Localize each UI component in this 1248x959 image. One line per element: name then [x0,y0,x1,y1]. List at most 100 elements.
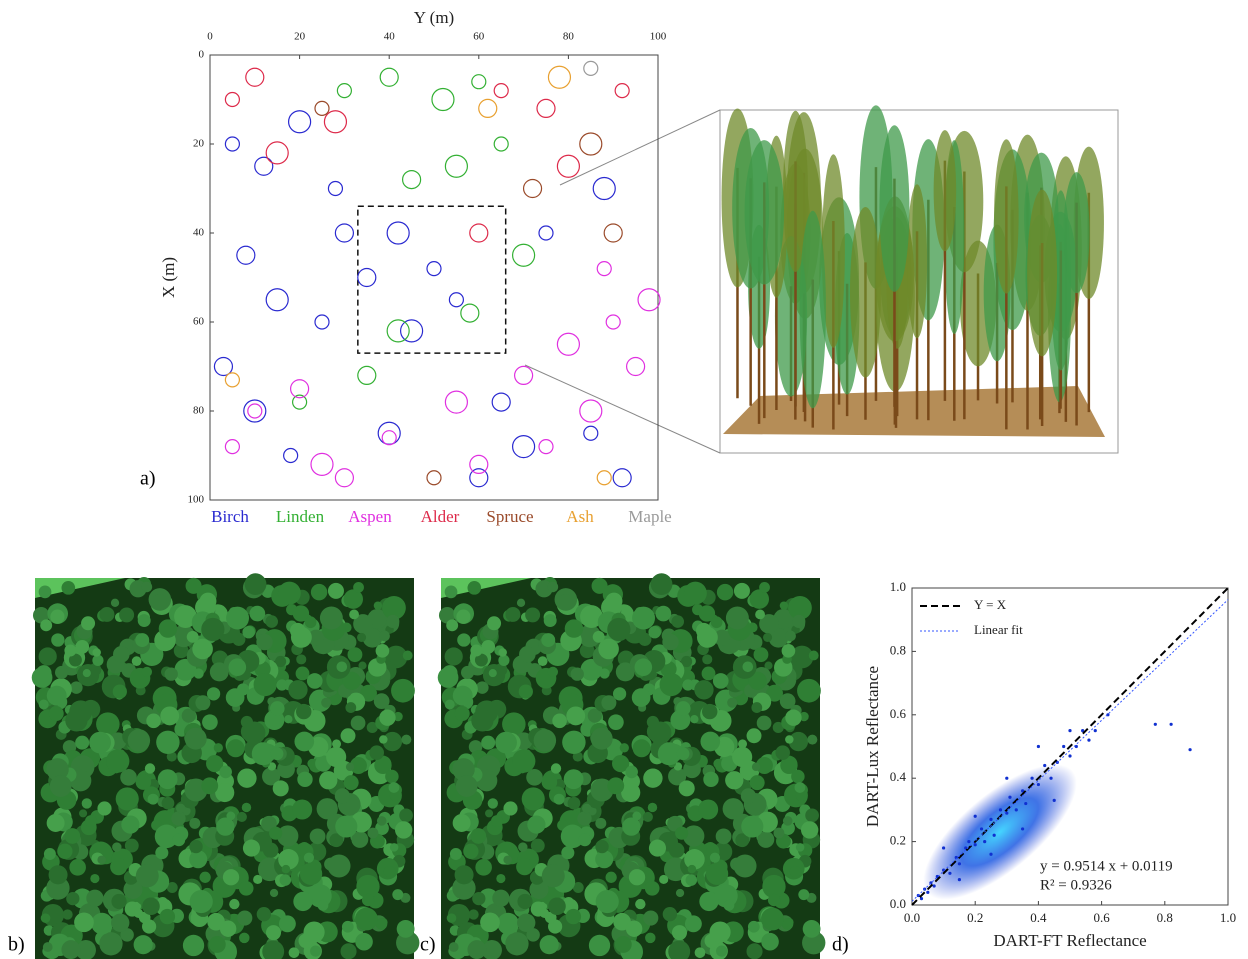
tree-crown [788,731,809,752]
tree-crown [625,765,638,779]
x-tick-label: 0.2 [967,910,983,925]
point [1043,763,1047,768]
tree-crown [505,932,529,956]
tree-crown [111,913,130,932]
point [973,843,977,847]
tree-crown [375,918,388,930]
tree-crown [319,771,338,790]
tree-crown [470,828,487,844]
tree-crown [91,912,113,935]
tree-stem [290,379,310,399]
tree-stem [579,399,603,423]
tree-crown [115,787,139,811]
point [1081,729,1085,733]
tree-crown [619,743,629,753]
tree-crown [487,616,502,631]
tree-crown [694,947,706,958]
tree-crown [379,630,390,642]
tree-crown [437,667,459,688]
tree-stem [579,132,603,156]
tree-stem [431,87,455,112]
tree-crown [764,661,773,670]
tree-crown [802,919,821,938]
tree-crown [781,918,794,930]
point [957,878,962,882]
tree-crown [343,589,364,609]
tree-crown [668,767,687,786]
tree-crown [141,581,153,593]
tree-crown [355,932,373,951]
tree-crown [68,653,82,667]
point [919,897,924,901]
point [1153,722,1157,726]
tree-crown [773,827,785,839]
tree-crown [375,644,390,658]
tree-crown [581,803,592,814]
tree-crown [332,739,342,749]
tree-crown [374,756,392,775]
tree-crown [487,798,498,809]
tree-stem [493,82,509,99]
tree-crown [64,828,81,844]
tree-crown [174,605,197,628]
tree-crown [452,813,471,832]
tree-crown [525,607,541,623]
tree-stem [426,470,442,486]
tree-crown [580,605,603,628]
tree-crown [74,912,94,933]
tree-crown [65,709,88,732]
tree-crown [795,789,807,802]
point [973,814,977,818]
point [1008,795,1012,799]
tree-crown [659,874,669,885]
tree-crown [281,864,291,874]
tree-crown [343,775,359,791]
tree-crown [304,616,317,629]
tree-crown [565,908,582,925]
tree-crown [199,871,211,883]
tree-crown [124,838,139,853]
tree-crown [357,632,367,642]
legend-entry: Ash [566,507,594,526]
tree-crown [253,874,263,885]
tree-crown [785,709,802,726]
tree-crown [685,874,698,886]
tree-stem [478,98,498,119]
point [926,890,930,894]
canopy [744,140,785,285]
tree-crown [566,706,586,726]
tree-crown [599,668,610,679]
tree-crown [607,777,625,795]
tree-stem [444,390,468,414]
tree-stem [357,267,377,288]
tree-crown [529,879,549,900]
tree-crown [296,703,312,720]
y-tick-label: 0.0 [890,896,906,911]
tree-crown [292,799,313,820]
tree-crown [391,678,415,703]
x-tick-label: 100 [650,31,667,43]
tree-crown [561,846,575,860]
tree-crown [362,628,383,648]
tree-crown [642,811,653,822]
point [942,846,946,850]
tree-crown [349,609,359,620]
tree-stem [513,365,534,385]
tree-crown [662,906,678,922]
tree-crown [303,921,325,943]
tree-crown [643,910,659,926]
tree-crown [373,693,390,710]
tree-crown [269,826,283,840]
tree-crown [353,581,364,593]
tree-crown [632,739,651,758]
tree-crown [219,765,232,779]
tree-crown [213,743,223,753]
tree-stem [605,314,621,330]
tree-crown [393,711,403,722]
tree-stem [491,392,511,412]
tree-crown [193,668,204,679]
tree-crown [185,577,202,594]
tree-stem [625,356,646,377]
tree-crown [229,898,240,910]
zoom-connector [524,364,721,454]
